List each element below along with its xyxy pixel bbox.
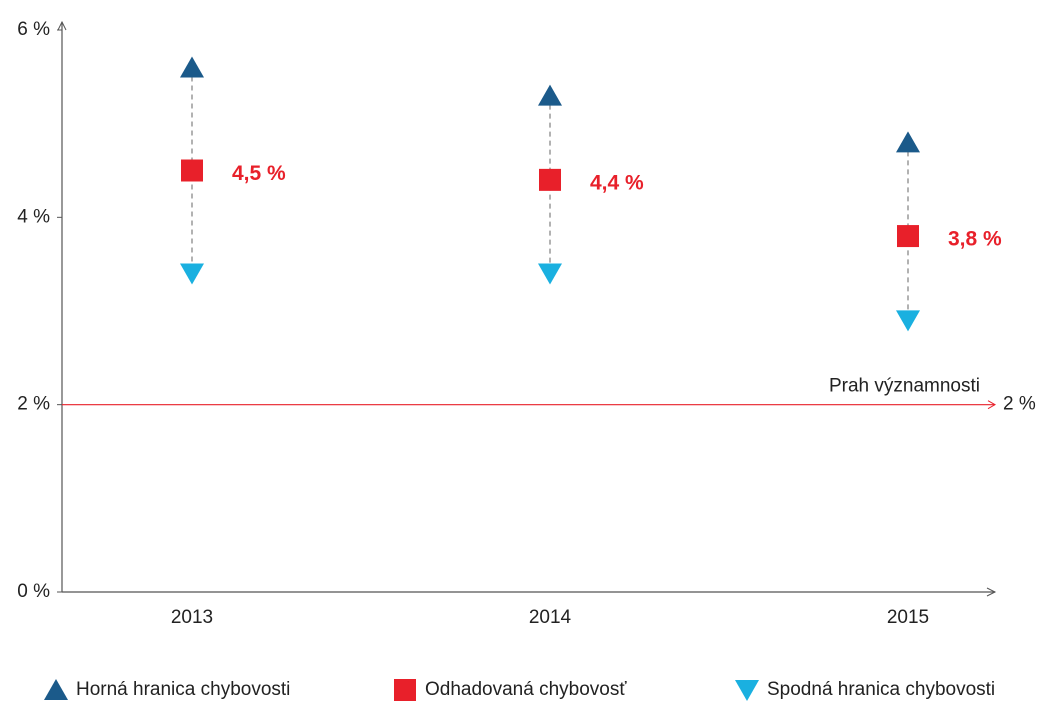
y-tick-label: 6 % (17, 19, 50, 40)
legend-label: Odhadovaná chybovosť (425, 679, 627, 700)
legend-marker (394, 679, 416, 701)
legend-marker (735, 680, 759, 701)
threshold-label: Prah významnosti (829, 376, 980, 397)
data-label: 4,5 % (232, 162, 286, 185)
triangle-up-marker (538, 84, 562, 106)
x-tick-label: 2015 (887, 607, 929, 628)
x-tick-label: 2013 (171, 607, 213, 628)
square-marker (181, 159, 203, 182)
legend-label: Spodná hranica chybovosti (767, 679, 995, 700)
y-tick-label: 4 % (17, 206, 50, 227)
data-label: 4,4 % (590, 171, 644, 194)
x-axis-arrow (986, 587, 997, 597)
y-tick-label: 0 % (17, 581, 50, 602)
legend-label: Horná hranica chybovosti (76, 679, 290, 700)
square-marker (539, 168, 561, 191)
y-tick-label: 2 % (17, 394, 50, 415)
triangle-down-marker (538, 263, 562, 285)
triangle-down-marker (180, 263, 204, 285)
threshold-value-label: 2 % (1003, 394, 1036, 415)
triangle-up-marker (896, 131, 920, 153)
x-tick-label: 2014 (529, 607, 572, 628)
square-marker (897, 225, 919, 248)
threshold-arrow (987, 400, 997, 410)
triangle-down-marker (896, 310, 920, 332)
legend-marker (44, 679, 68, 700)
y-axis-arrow (57, 20, 67, 31)
data-label: 3,8 % (948, 228, 1002, 251)
triangle-up-marker (180, 56, 204, 78)
